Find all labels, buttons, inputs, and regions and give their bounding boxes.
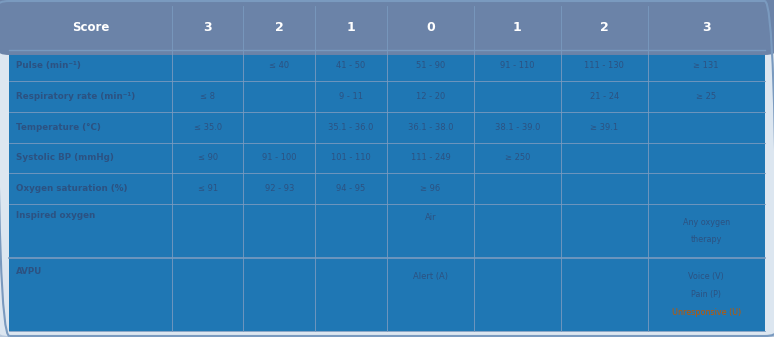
Text: ≤ 90: ≤ 90 <box>197 153 217 162</box>
Text: 101 - 110: 101 - 110 <box>331 153 371 162</box>
Text: Air: Air <box>425 213 437 222</box>
Text: ≤ 35.0: ≤ 35.0 <box>194 123 221 131</box>
FancyBboxPatch shape <box>0 0 774 55</box>
Text: 3: 3 <box>204 22 212 34</box>
Text: ≥ 250: ≥ 250 <box>505 153 530 162</box>
Text: ≥ 131: ≥ 131 <box>694 61 719 70</box>
Text: 1: 1 <box>347 22 355 34</box>
Text: therapy: therapy <box>690 236 722 244</box>
Text: Inspired oxygen: Inspired oxygen <box>15 211 95 220</box>
Text: 21 - 24: 21 - 24 <box>590 92 618 101</box>
Text: ≤ 40: ≤ 40 <box>269 61 289 70</box>
Text: ≤ 91: ≤ 91 <box>197 184 217 193</box>
Text: 51 - 90: 51 - 90 <box>416 61 445 70</box>
Text: Systolic BP (mmHg): Systolic BP (mmHg) <box>15 153 114 162</box>
Text: Voice (V): Voice (V) <box>688 272 724 281</box>
Text: ≥ 25: ≥ 25 <box>696 92 716 101</box>
Text: Respiratory rate (min⁻¹): Respiratory rate (min⁻¹) <box>15 92 135 101</box>
Text: Pulse (min⁻¹): Pulse (min⁻¹) <box>15 61 80 70</box>
Text: 9 - 11: 9 - 11 <box>339 92 363 101</box>
Text: 38.1 - 39.0: 38.1 - 39.0 <box>495 123 540 131</box>
Text: ≥ 39.1: ≥ 39.1 <box>590 123 618 131</box>
Text: 91 - 110: 91 - 110 <box>500 61 535 70</box>
Text: 2: 2 <box>600 22 608 34</box>
Text: 35.1 - 36.0: 35.1 - 36.0 <box>328 123 374 131</box>
Text: Alert (A): Alert (A) <box>413 272 448 281</box>
Text: 92 - 93: 92 - 93 <box>265 184 294 193</box>
Text: 3: 3 <box>702 22 711 34</box>
Text: 12 - 20: 12 - 20 <box>416 92 445 101</box>
Text: 2: 2 <box>275 22 284 34</box>
Text: 36.1 - 38.0: 36.1 - 38.0 <box>408 123 454 131</box>
Text: 0: 0 <box>426 22 435 34</box>
Text: AVPU: AVPU <box>15 267 42 276</box>
Text: 111 - 130: 111 - 130 <box>584 61 624 70</box>
Text: Any oxygen: Any oxygen <box>683 218 730 226</box>
Text: 41 - 50: 41 - 50 <box>337 61 366 70</box>
Text: Pain (P): Pain (P) <box>691 290 721 299</box>
Text: 1: 1 <box>513 22 522 34</box>
Text: ≥ 96: ≥ 96 <box>420 184 440 193</box>
Text: 91 - 100: 91 - 100 <box>262 153 296 162</box>
Text: ≤ 8: ≤ 8 <box>200 92 215 101</box>
Text: Temperature (°C): Temperature (°C) <box>15 123 101 131</box>
Text: 111 - 249: 111 - 249 <box>410 153 450 162</box>
Text: Unresponsive (U): Unresponsive (U) <box>672 308 741 317</box>
Text: 94 - 95: 94 - 95 <box>337 184 366 193</box>
Text: Score: Score <box>72 22 109 34</box>
Text: Oxygen saturation (%): Oxygen saturation (%) <box>15 184 127 193</box>
